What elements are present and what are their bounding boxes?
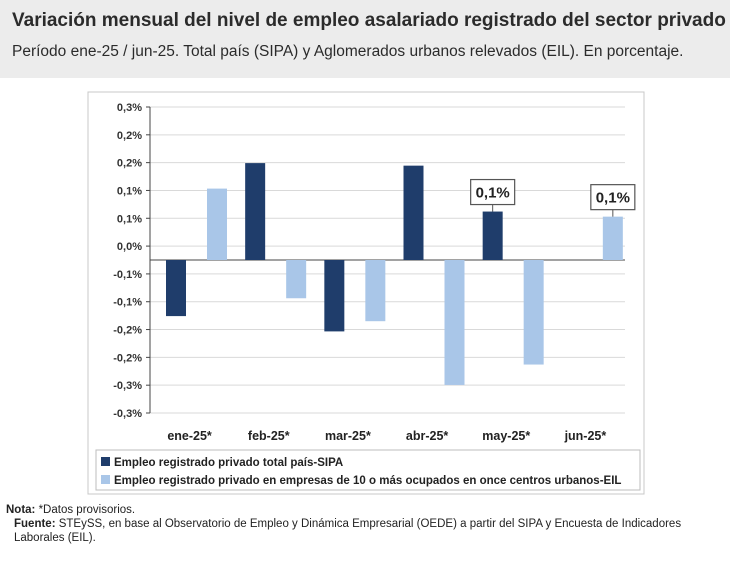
y-tick-label: 0,2% [117,130,142,142]
chart-title: Variación mensual del nivel de empleo as… [12,10,726,31]
bar-chart: 0,3% 0,2% 0,2% 0,1% 0,1% 0,0% -0,1% -0,1% -0,2% -… [87,91,645,495]
y-tick-label: -0,1% [113,297,142,309]
annotation-label: 0,1% [476,185,510,202]
bar-sipa-4 [482,211,503,260]
nota-text: *Datos provisorios. [35,504,136,516]
y-tick-label: -0,2% [113,325,142,337]
y-tick-label: -0,2% [113,352,142,364]
y-tick-label: -0,3% [113,408,142,420]
x-tick-label: abr-25* [406,429,449,443]
y-tick-label: -0,1% [113,269,142,281]
legend-swatch [101,475,110,484]
chart-header: Variación mensual del nivel de empleo as… [0,0,730,78]
x-tick-label: ene-25* [167,429,212,443]
y-tick-label: 0,1% [117,185,142,197]
legend-swatch [101,457,110,466]
x-tick-label: may-25* [482,429,530,443]
fuente-text: STEySS, en base al Observatorio de Emple… [14,518,682,544]
y-tick-label: 0,1% [117,213,142,225]
bar-eil-3 [444,260,465,385]
y-tick-label: 0,3% [117,102,142,114]
bar-sipa-2 [324,260,345,332]
bar-eil-1 [286,260,307,299]
bar-eil-0 [207,188,227,260]
y-tick-label: -0,3% [113,380,142,392]
legend-label: Empleo registrado privado total país-SIP… [114,457,343,469]
fuente-line: Fuente: STEySS, en base al Observatorio … [6,517,726,545]
x-tick-label: jun-25* [564,429,607,443]
bar-sipa-1 [245,163,266,260]
chart-subtitle: Período ene-25 / jun-25. Total país (SIP… [12,43,684,60]
bar-eil-4 [523,260,544,365]
annotation-box [590,184,636,211]
nota-line: Nota: *Datos provisorios. [6,503,726,517]
bar-eil-5 [602,216,623,260]
bar-eil-2 [365,260,386,322]
x-tick-label: mar-25* [325,429,371,443]
annotation-label: 0,1% [596,190,630,207]
bar-sipa-3 [403,165,424,260]
nota-label: Nota: [6,504,36,516]
y-tick-label: 0,0% [117,241,142,253]
x-tick-label: feb-25* [248,429,290,443]
bar-sipa-0 [166,260,186,317]
chart-notes: Nota: *Datos provisorios. Fuente: STEySS… [6,503,726,545]
y-tick-label: 0,2% [117,158,142,170]
legend-label: Empleo registrado privado en empresas de… [114,475,621,487]
fuente-label: Fuente: [14,518,56,530]
legend-box [95,449,641,491]
